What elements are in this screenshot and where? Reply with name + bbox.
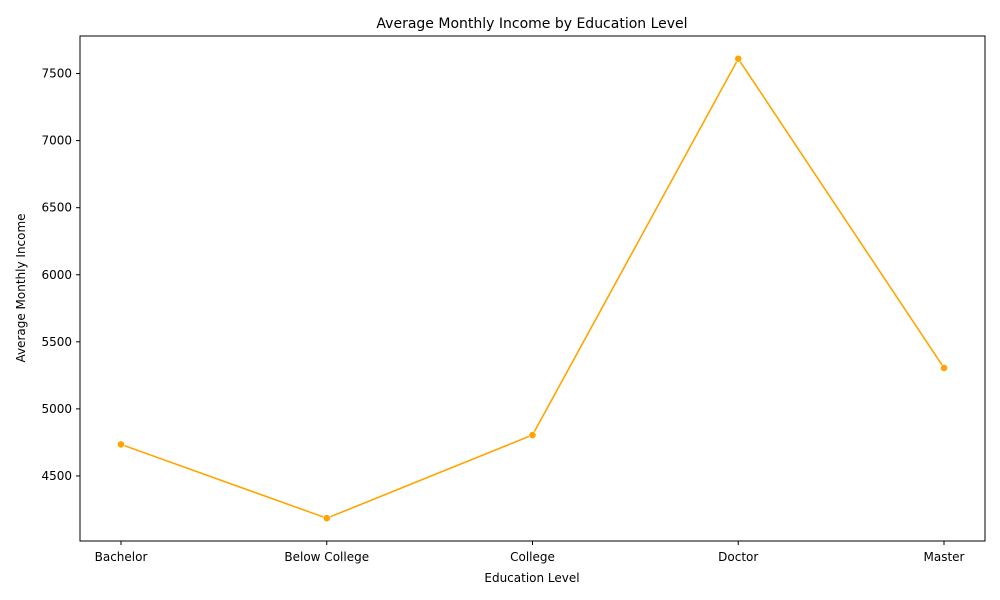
data-point: [117, 440, 125, 449]
y-axis-title: Average Monthly Income: [14, 213, 28, 362]
data-point: [322, 514, 331, 523]
y-tick-label: 5000: [41, 402, 72, 416]
series-line: [120, 57, 945, 520]
chart-title: Average Monthly Income by Education Leve…: [376, 16, 687, 32]
y-tick-label: 6500: [41, 201, 72, 215]
y-tick-label: 4500: [41, 469, 72, 483]
x-tick-label: Master: [924, 550, 965, 564]
plot-area-frame: [79, 35, 986, 542]
series-layer: [117, 54, 948, 523]
y-axis: 4500 5000 5500 6000 6500 7000 7500: [41, 67, 80, 483]
data-point: [528, 431, 537, 439]
x-tick-label: Doctor: [718, 550, 758, 564]
x-tick-label: Bachelor: [95, 550, 148, 564]
x-axis: Bachelor Below College College Doctor Master: [95, 541, 965, 564]
x-tick-label: College: [510, 550, 555, 564]
x-axis-title: Education Level: [484, 571, 579, 585]
x-tick-label: Below College: [284, 550, 369, 564]
y-tick-label: 7000: [41, 134, 72, 148]
y-tick-label: 6000: [41, 268, 72, 282]
y-tick-label: 5500: [41, 335, 72, 349]
data-point: [734, 54, 743, 63]
y-tick-label: 7500: [41, 67, 72, 81]
data-point: [940, 364, 948, 372]
